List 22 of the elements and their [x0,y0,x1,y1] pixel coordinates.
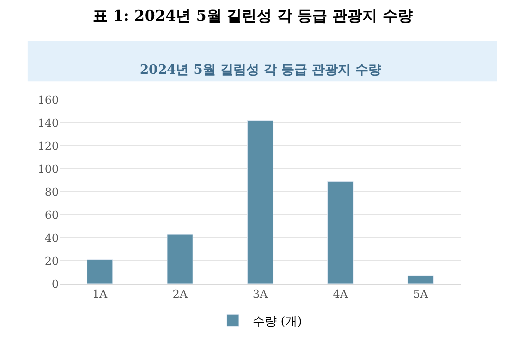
x-tick-label: 3A [253,288,270,302]
y-tick-label: 0 [52,278,59,291]
y-tick-label: 100 [38,162,59,176]
x-tick-label: 1A [92,288,109,302]
bar [408,276,434,284]
x-tick-label: 4A [333,288,350,302]
x-tick-label: 2A [172,288,189,302]
bar [328,181,354,284]
bar [87,260,114,284]
bar [167,234,194,284]
y-tick-label: 120 [38,140,59,153]
y-tick-label: 160 [38,94,59,107]
y-tick-label: 140 [38,116,59,130]
bar [247,120,274,284]
chart-title: 표 1: 2024년 5월 길린성 각 등급 관광지 수량 [93,6,413,25]
chart-subtitle: 2024년 5월 길림성 각 등급 관광지 수량 [140,63,382,78]
y-tick-label: 40 [45,232,59,245]
x-tick-label: 5A [413,288,430,302]
legend-label: 수량 (개) [253,314,302,328]
y-tick-label: 20 [45,254,59,268]
y-tick-label: 80 [45,186,59,199]
y-tick-label: 60 [45,208,59,222]
